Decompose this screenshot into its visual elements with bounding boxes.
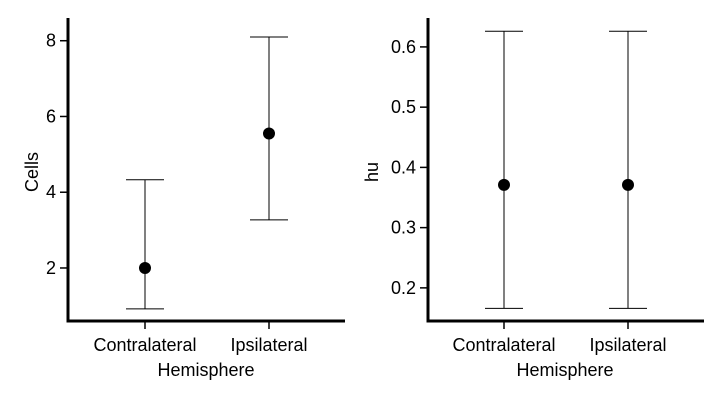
y-tick-label: 0.2 — [391, 278, 416, 298]
y-tick-label: 6 — [46, 106, 56, 126]
x-tick-label: Contralateral — [93, 335, 196, 355]
y-axis-title: Cells — [22, 152, 42, 192]
x-tick-label: Ipsilateral — [589, 335, 666, 355]
y-tick-label: 0.4 — [391, 157, 416, 177]
y-tick-label: 2 — [46, 258, 56, 278]
x-tick-label: Ipsilateral — [230, 335, 307, 355]
hu-panel: hu Hemisphere 0.2 0.3 0.4 0.5 0.6 Contralater… — [362, 18, 704, 380]
data-point — [263, 127, 275, 140]
data-point — [498, 178, 510, 191]
y-tick-label: 8 — [46, 31, 56, 51]
y-axis-title: hu — [362, 162, 382, 182]
x-tick-label: Contralateral — [452, 335, 555, 355]
data-point — [139, 261, 151, 274]
y-tick-label: 0.3 — [391, 218, 416, 238]
x-axis-title: Hemisphere — [157, 360, 254, 380]
y-tick-label: 0.6 — [391, 37, 416, 57]
cells-panel: Cells Hemisphere 2 4 6 8 Contralateral Ipsila… — [22, 18, 345, 380]
y-tick-label: 4 — [46, 182, 56, 202]
x-axis-title: Hemisphere — [516, 360, 613, 380]
y-tick-label: 0.5 — [391, 97, 416, 117]
data-point — [622, 178, 634, 191]
